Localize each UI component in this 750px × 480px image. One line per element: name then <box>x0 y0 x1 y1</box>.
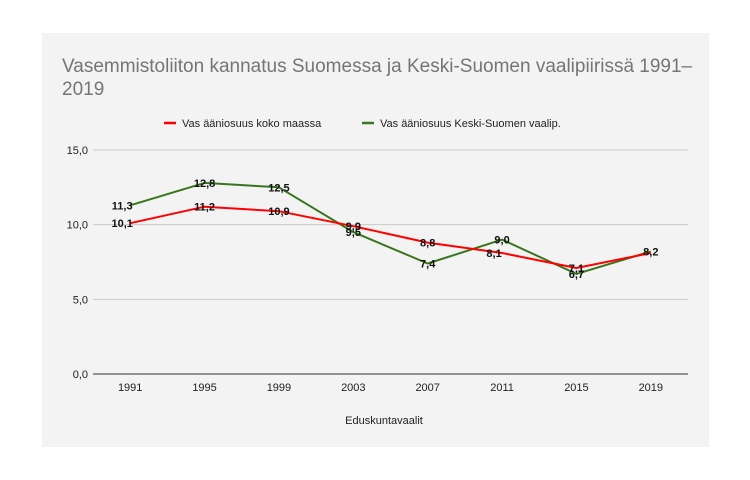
y-tick-label: 5,0 <box>73 294 88 306</box>
x-tick-label: 1991 <box>118 382 142 394</box>
data-label: 11,3 <box>112 200 133 212</box>
series-line <box>129 205 651 269</box>
data-label: 9,0 <box>494 235 509 247</box>
series-line <box>129 181 652 275</box>
y-tick-label: 0,0 <box>73 369 88 381</box>
gridlines <box>93 149 688 375</box>
data-label: 11,2 <box>194 202 215 214</box>
axes: 0,0 5,0 10,0 15,0 1991 1995 1999 2003 2007 2011 20… <box>67 145 663 394</box>
x-tick-label: 1995 <box>192 382 216 394</box>
data-label: 8,2 <box>643 247 658 259</box>
data-label: 8,1 <box>486 248 501 260</box>
data-label: 6,7 <box>569 269 584 281</box>
data-label: 8,8 <box>420 238 435 250</box>
data-label: 12,8 <box>194 178 215 190</box>
data-label: 7,4 <box>420 258 436 270</box>
data-label: 7,1 <box>569 263 584 275</box>
data-label: 10,9 <box>268 206 289 218</box>
chart-background <box>42 33 709 447</box>
data-label: 9,9 <box>346 221 361 233</box>
x-tick-label: 1999 <box>267 382 291 394</box>
y-tick-label: 10,0 <box>67 220 88 232</box>
data-labels: 10,1 11,2 10,9 9,9 8,8 8,1 7,1 11,3 12,8 12,5 9,5 7… <box>111 178 658 281</box>
x-tick-label: 2011 <box>490 382 514 394</box>
series-lines <box>129 181 652 275</box>
data-label: 9,5 <box>346 227 361 239</box>
x-tick-label: 2019 <box>639 382 663 394</box>
x-axis-title: Eduskuntavaalit <box>345 415 423 427</box>
x-tick-label: 2003 <box>341 382 365 394</box>
data-label: 10,1 <box>111 218 132 230</box>
legend: Vas ääniosuus koko maassa Vas ääniosuus K… <box>164 118 561 130</box>
legend-label: Vas ääniosuus koko maassa <box>182 118 322 130</box>
legend-label: Vas ääniosuus Keski-Suomen vaalip. <box>380 118 561 130</box>
chart-title: Vasemmistoliiton kannatus Suomessa ja Ke… <box>62 56 693 100</box>
x-tick-label: 2007 <box>415 382 439 394</box>
y-tick-label: 15,0 <box>67 145 88 157</box>
x-tick-label: 2015 <box>564 382 588 394</box>
data-label: 12,5 <box>268 182 289 194</box>
